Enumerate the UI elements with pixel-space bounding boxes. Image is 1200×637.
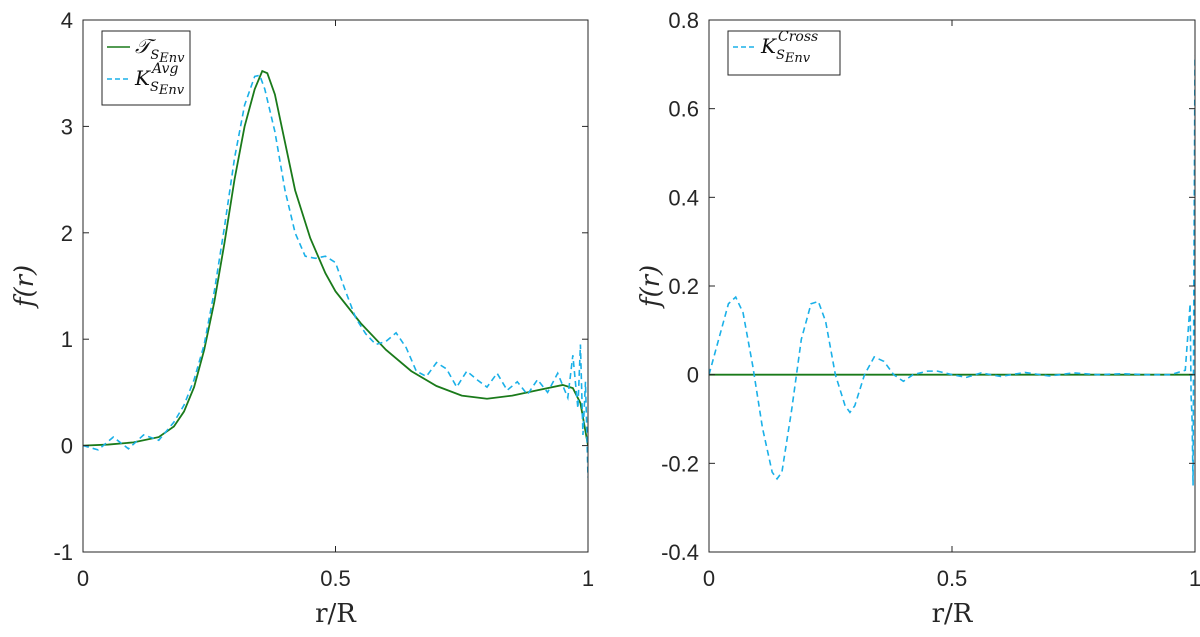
legend-entry: KSEnv <box>134 66 185 98</box>
y-tick-label: 0.8 <box>668 8 699 33</box>
y-tick-label: -0.2 <box>661 451 699 476</box>
x-tick-label: 0.5 <box>320 566 351 591</box>
y-tick-label: -0.4 <box>661 540 699 565</box>
x-axis-title: r/R <box>315 599 357 629</box>
y-axis-title: f(r) <box>10 265 40 309</box>
legend-entry: KSEnv <box>760 34 811 66</box>
x-tick-label: 0 <box>77 566 89 591</box>
y-tick-label: 3 <box>61 114 73 139</box>
y-tick-label: 0 <box>687 363 699 388</box>
plot-frame <box>708 19 1196 553</box>
right-panel: -0.4 -0.2 0 0.2 0.4 0.6 0.8 0 0.5 1 r/R f(r) KSEnvCr… <box>636 8 1200 629</box>
y-tick-label: 0.4 <box>668 185 699 210</box>
y-tick-label: 0.2 <box>668 274 699 299</box>
series-line-0 <box>83 69 588 447</box>
x-axis-title: r/R <box>932 599 974 629</box>
series-line-1 <box>709 55 1195 486</box>
x-tick-label: 1 <box>582 566 594 591</box>
y-tick-label: 4 <box>61 8 73 33</box>
y-tick-label: 2 <box>61 221 73 246</box>
x-tick-label: 0 <box>703 566 715 591</box>
y-tick-label: -1 <box>53 540 73 565</box>
legend-superscript: Cross <box>778 29 818 45</box>
y-tick-label: 0.6 <box>668 97 699 122</box>
x-tick-label: 0.5 <box>937 566 968 591</box>
legend-superscript: Avg <box>150 61 178 77</box>
y-axis-title: f(r) <box>636 265 666 309</box>
x-tick-label: 1 <box>1189 566 1200 591</box>
series-line-1 <box>83 74 588 478</box>
y-tick-label: 1 <box>61 327 73 352</box>
y-tick-label: 0 <box>61 434 73 459</box>
